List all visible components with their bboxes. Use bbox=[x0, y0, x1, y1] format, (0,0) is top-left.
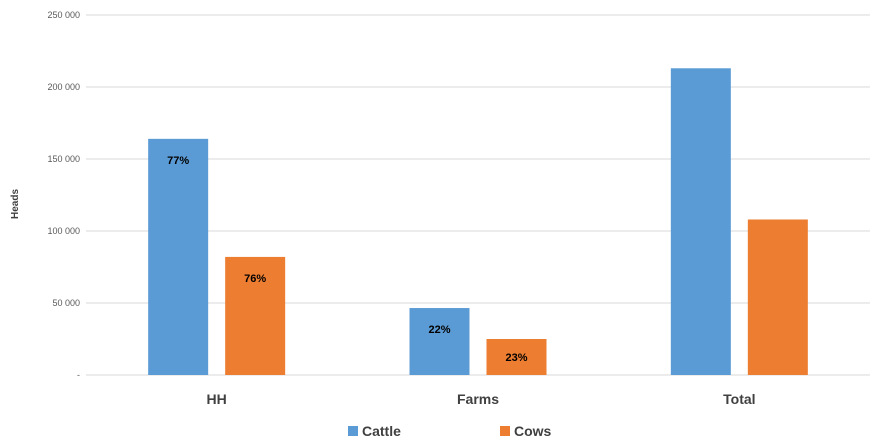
legend: Cattle Cows bbox=[348, 423, 552, 439]
y-tick-label: - bbox=[77, 370, 80, 380]
category-label-hh: HH bbox=[207, 391, 227, 407]
data-labels: 77% 76% 22% 23% bbox=[167, 155, 528, 364]
category-label-total: Total bbox=[723, 391, 755, 407]
bar-cows-farms bbox=[486, 339, 547, 375]
y-tick-label: 150 000 bbox=[47, 154, 80, 164]
category-labels: HH Farms Total bbox=[207, 391, 756, 407]
data-label: 23% bbox=[505, 352, 527, 364]
y-axis-label: Heads bbox=[10, 189, 21, 219]
data-label: 77% bbox=[167, 155, 189, 167]
category-label-farms: Farms bbox=[457, 391, 499, 407]
data-label: 76% bbox=[244, 273, 266, 285]
legend-label-cattle: Cattle bbox=[362, 423, 401, 439]
legend-label-cows: Cows bbox=[514, 423, 552, 439]
y-tick-label: 50 000 bbox=[52, 298, 80, 308]
y-axis-ticks: - 50 000 100 000 150 000 200 000 250 000 bbox=[47, 10, 80, 380]
y-tick-label: 100 000 bbox=[47, 226, 80, 236]
bar-cows-total bbox=[747, 219, 808, 375]
bar-cattle-farms bbox=[409, 308, 470, 375]
bars bbox=[148, 68, 808, 375]
y-tick-label: 250 000 bbox=[47, 10, 80, 20]
legend-swatch-cattle bbox=[348, 426, 358, 436]
bar-cows-hh bbox=[225, 256, 286, 375]
bar-cattle-total bbox=[670, 68, 731, 375]
gridlines bbox=[86, 14, 870, 376]
y-tick-label: 200 000 bbox=[47, 82, 80, 92]
data-label: 22% bbox=[428, 324, 450, 336]
legend-swatch-cows bbox=[500, 426, 510, 436]
bar-cattle-hh bbox=[148, 138, 209, 375]
